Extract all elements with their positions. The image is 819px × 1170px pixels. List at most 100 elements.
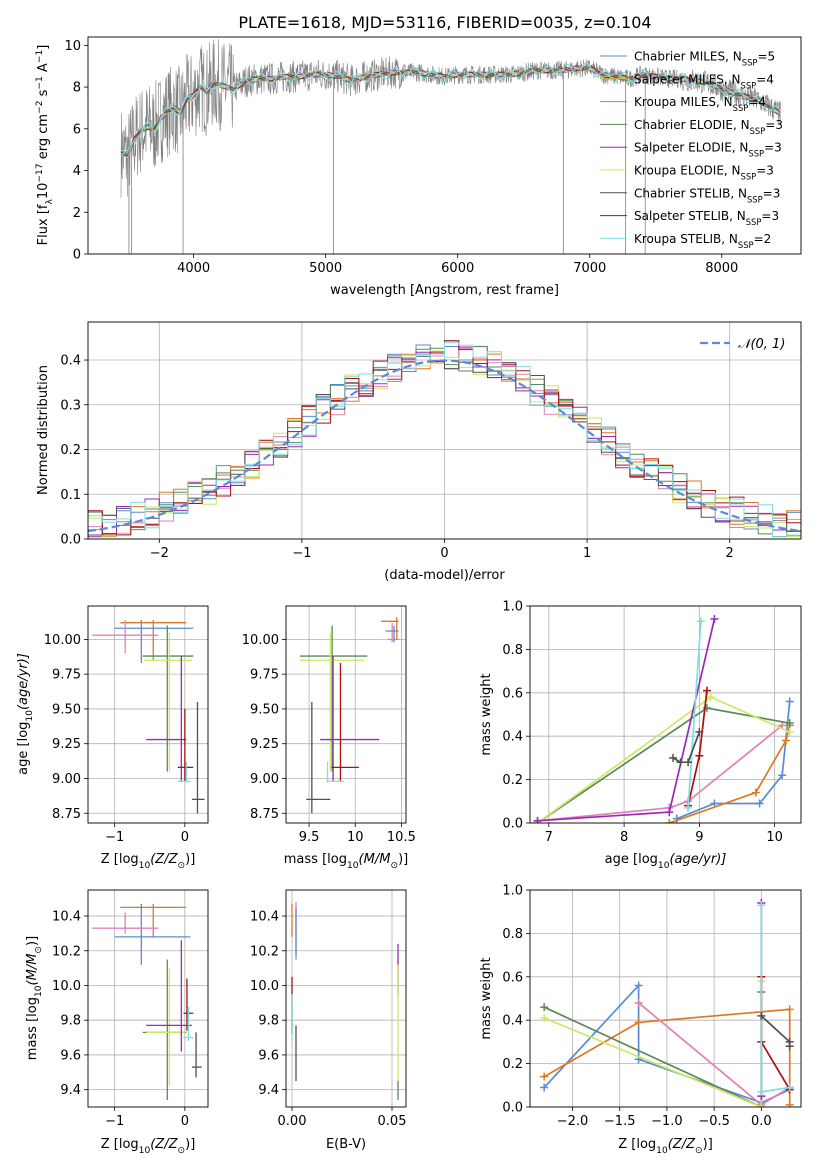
figure-title: PLATE=1618, MJD=53116, FIBERID=0035, z=0… xyxy=(238,13,651,32)
x-tick-label: 5000 xyxy=(309,261,342,276)
weight-marker xyxy=(665,808,674,817)
y-tick-label: 9.50 xyxy=(52,702,81,717)
x-axis-label: age [log10(age/yr)] xyxy=(605,852,727,871)
y-tick-label: 0.1 xyxy=(60,488,81,503)
error-point xyxy=(146,940,192,1052)
x-axis-label: Z [log10(Z/Z⊙)] xyxy=(618,1137,713,1156)
y-axis-label: mass weight xyxy=(479,673,494,755)
axes-frame xyxy=(285,889,407,1108)
x-tick-label: 1 xyxy=(583,546,591,561)
y-tick-label: 9.8 xyxy=(60,1014,81,1029)
plot-area xyxy=(120,39,782,254)
plot-area xyxy=(92,903,202,1101)
weight-marker xyxy=(676,758,685,767)
x-tick-label: 0 xyxy=(181,1114,189,1129)
weight-marker xyxy=(695,727,704,736)
y-tick-label: 1.0 xyxy=(502,600,523,615)
axes-frame xyxy=(87,36,802,255)
y-tick-label: 2 xyxy=(73,206,81,221)
y-tick-label: 10.4 xyxy=(250,910,279,925)
weight-line xyxy=(760,976,791,1091)
weight-marker xyxy=(781,736,790,745)
histogram-step xyxy=(88,342,801,538)
x-tick-label: −1.5 xyxy=(604,1114,636,1129)
panel-age_vs_mass: 9.5 10 10.5 8.75 9.00 9.25 9.50 9.75 10.00 mass [… xyxy=(242,605,416,871)
plot-area xyxy=(291,902,399,1101)
panel-mass_vs_Z: −1 0 9.4 9.6 9.8 10.0 10.2 10.4 Z [log10(Z/Z⊙)] m… xyxy=(25,889,209,1156)
y-tick-label: 10.2 xyxy=(250,944,279,959)
x-axis-label: Z [log10(Z/Z⊙)] xyxy=(101,852,196,871)
weight-marker xyxy=(634,981,643,990)
y-tick-label: 9.8 xyxy=(258,1014,279,1029)
y-tick-label: 0.0 xyxy=(60,533,81,548)
weight-marker xyxy=(785,697,794,706)
x-tick-label: 9.5 xyxy=(299,830,320,845)
x-tick-label: 0 xyxy=(181,830,189,845)
y-tick-label: 9.4 xyxy=(258,1083,279,1098)
weight-marker xyxy=(540,1003,549,1012)
axes-frame xyxy=(285,605,407,824)
x-tick-label: 0 xyxy=(440,546,448,561)
y-tick-label: 10.4 xyxy=(52,910,81,925)
error-point xyxy=(142,959,187,1101)
weight-marker xyxy=(533,816,542,823)
x-tick-label: 4000 xyxy=(177,261,210,276)
weight-marker xyxy=(634,998,643,1007)
x-tick-label: 9 xyxy=(695,830,703,845)
weight-marker xyxy=(751,788,760,797)
y-axis-label: Flux [fλ10−17 erg cm−2 s−1 A−1] xyxy=(35,45,55,246)
y-tick-label: 9.75 xyxy=(52,668,81,683)
weight-marker xyxy=(757,1011,766,1020)
legend-entry: Chabrier ELODIE, NSSP=3 xyxy=(634,118,783,136)
error-point xyxy=(120,619,187,661)
y-tick-label: 10.00 xyxy=(242,633,279,648)
legend-entry: 𝒩(0, 1) xyxy=(738,337,785,352)
y-tick-label: 9.6 xyxy=(60,1048,81,1063)
panel-age_vs_Z: −1 0 8.75 9.00 9.25 9.50 9.75 10.00 Z [log10(Z/Z… xyxy=(16,605,209,871)
error-point xyxy=(191,701,205,814)
weight-marker xyxy=(540,1083,549,1092)
x-tick-label: −1 xyxy=(105,1114,124,1129)
y-axis-label: mass weight xyxy=(479,957,494,1039)
weight-line xyxy=(543,1008,791,1105)
legend-entry: Kroupa STELIB, NSSP=2 xyxy=(634,232,771,250)
plot-area xyxy=(533,615,794,823)
x-tick-label: 10 xyxy=(347,830,364,845)
y-tick-label: 0.4 xyxy=(502,730,523,745)
x-tick-label: −2.0 xyxy=(557,1114,589,1129)
error-point xyxy=(144,632,192,772)
y-tick-label: 0.8 xyxy=(502,643,523,658)
x-tick-label: −1 xyxy=(105,830,124,845)
y-tick-label: 0.2 xyxy=(502,1057,523,1072)
error-point xyxy=(183,1006,194,1042)
weight-marker xyxy=(778,771,787,780)
legend-entry: Kroupa ELODIE, NSSP=3 xyxy=(634,164,774,182)
y-tick-label: 0.4 xyxy=(502,1014,523,1029)
model-line-top xyxy=(120,62,782,156)
weight-marker xyxy=(684,758,693,767)
x-tick-label: 6000 xyxy=(441,261,474,276)
x-tick-label: 10 xyxy=(766,830,783,845)
weight-marker xyxy=(710,799,719,808)
x-tick-label: 0.0 xyxy=(751,1114,772,1129)
panel-residuals: −2 −1 0 1 2 0.0 0.1 0.2 0.3 0.4 (data-model)/error… xyxy=(36,321,802,583)
weight-marker xyxy=(684,803,693,812)
plot-area xyxy=(92,619,205,814)
error-point xyxy=(120,903,187,937)
error-point xyxy=(326,761,345,783)
y-tick-label: 10.0 xyxy=(52,979,81,994)
x-axis-label: wavelength [Angstrom, rest frame] xyxy=(330,283,559,298)
weight-marker xyxy=(785,1005,794,1014)
y-tick-label: 0.8 xyxy=(502,927,523,942)
y-tick-label: 10.00 xyxy=(44,633,81,648)
error-point xyxy=(191,1032,202,1078)
x-tick-label: −1.0 xyxy=(651,1114,683,1129)
y-tick-label: 0.0 xyxy=(502,1101,523,1116)
plot-area xyxy=(88,340,801,538)
error-point xyxy=(177,708,194,782)
y-axis-label: mass [log10(M/M⊙)] xyxy=(25,936,44,1060)
x-tick-label: 7 xyxy=(545,830,553,845)
y-tick-label: 8.75 xyxy=(250,807,279,822)
weight-marker xyxy=(785,1083,794,1092)
legend-entry: Kroupa MILES, NSSP=4 xyxy=(634,95,766,113)
